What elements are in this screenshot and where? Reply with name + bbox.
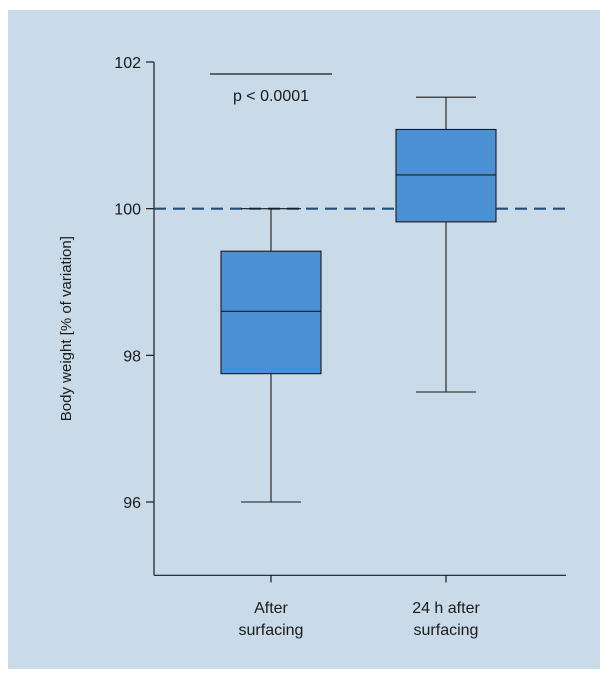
boxes-layer — [220, 96, 497, 503]
significance-label: p < 0.0001 — [233, 88, 309, 105]
y-tick-label: 98 — [123, 348, 141, 365]
box-plot: 96 98 100 102 Body weight [% of variation] Af… — [58, 55, 566, 639]
iqr-box — [220, 250, 322, 375]
text-layer: 96 98 100 102 Body weight [% of variation] Af… — [58, 55, 480, 639]
y-axis-title: Body weight [% of variation] — [58, 236, 75, 421]
iqr-box — [395, 128, 497, 223]
x-category-label: 24 h after — [412, 600, 480, 617]
y-tick-label: 102 — [114, 55, 141, 72]
y-tick-label: 96 — [123, 495, 141, 512]
chart-panel: 96 98 100 102 Body weight [% of variation] Af… — [8, 10, 600, 669]
x-category-label: surfacing — [414, 622, 479, 639]
y-tick-label: 100 — [114, 202, 141, 219]
x-category-label: After — [254, 600, 288, 617]
x-category-label: surfacing — [239, 622, 304, 639]
axes-layer — [146, 61, 566, 583]
